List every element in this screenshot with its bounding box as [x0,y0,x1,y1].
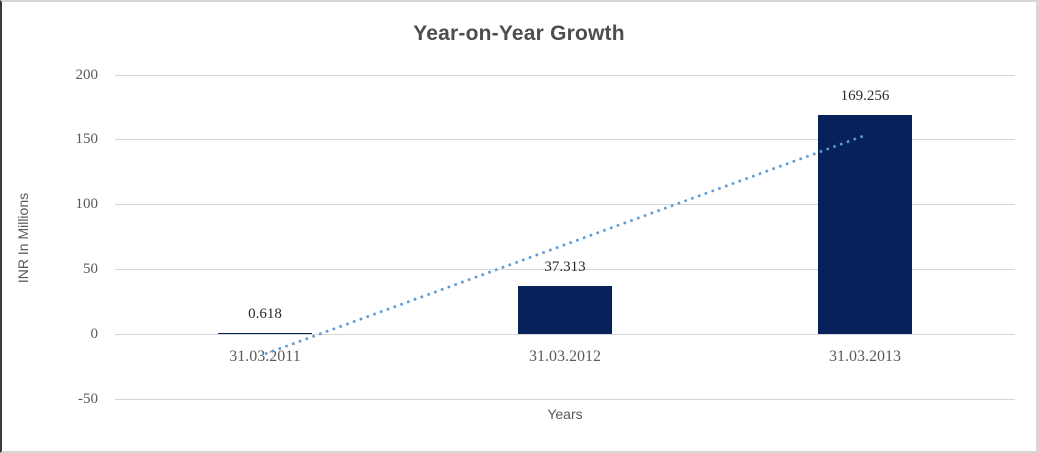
x-tick-label-31.03.2011: 31.03.2011 [229,348,301,366]
x-tick-label-31.03.2012: 31.03.2012 [529,348,601,366]
data-label-31.03.2012: 37.313 [544,258,586,275]
y-axis-title: INR In Millions [15,192,31,284]
y-tick-label-150: 150 [75,131,99,148]
bar-31.03.2013 [818,114,912,335]
gridline-y--50 [115,398,1015,400]
x-tick-label-31.03.2013: 31.03.2013 [829,348,901,366]
gridline-y-200 [115,74,1015,76]
y-tick-label-0: 0 [90,325,99,342]
bar-31.03.2011 [218,333,312,335]
chart-title: Year-on-Year Growth [413,22,625,45]
data-label-31.03.2013: 169.256 [840,87,890,104]
data-label-31.03.2011: 0.618 [248,306,282,323]
y-tick-label--50: -50 [78,390,98,407]
bar-31.03.2012 [518,285,612,335]
x-axis-title: Years [547,406,583,422]
y-tick-label-50: 50 [83,260,98,277]
y-tick-label-200: 200 [75,66,99,83]
y-tick-label-100: 100 [75,196,99,213]
